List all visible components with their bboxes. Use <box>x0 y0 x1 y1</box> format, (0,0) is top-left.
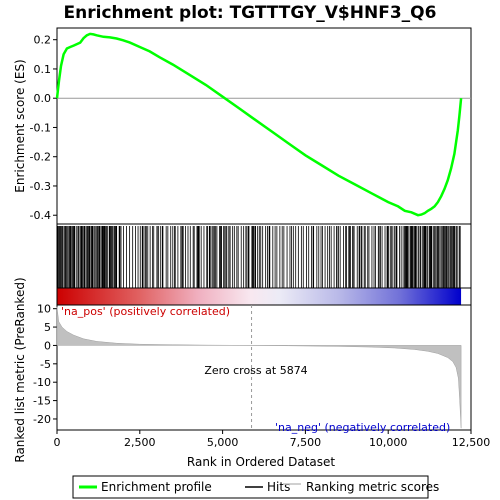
positive-label: 'na_pos' (positively correlated) <box>61 305 230 318</box>
x-axis: 0 2,500 5,000 7,500 10,000 12,500 <box>54 430 491 449</box>
ranking-metric-area <box>56 306 462 429</box>
legend-enrichment-label: Enrichment profile <box>101 480 212 494</box>
es-y-tick-label: -0.4 <box>30 209 51 222</box>
metric-y-axis: 10 5 0 -5 -10 -15 -20 <box>33 303 57 426</box>
x-tick-label: 0 <box>54 436 61 449</box>
es-y-tick-label: 0.0 <box>34 92 52 105</box>
metric-y-tick-label: -10 <box>33 376 51 389</box>
x-tick-label: 7,500 <box>290 436 322 449</box>
es-y-tick-label: 0.2 <box>34 34 52 47</box>
x-tick-label: 12,500 <box>452 436 491 449</box>
es-y-tick-label: 0.1 <box>34 63 52 76</box>
metric-y-tick-label: -15 <box>33 395 51 408</box>
x-tick-label: 5,000 <box>207 436 239 449</box>
metric-panel <box>56 304 472 431</box>
es-y-tick-label: -0.3 <box>30 180 51 193</box>
es-y-tick-label: -0.2 <box>30 151 51 164</box>
negative-label: 'na_neg' (negatively correlated) <box>275 421 450 434</box>
ranking-color-bar <box>57 288 462 305</box>
enrichment-profile-line <box>55 32 463 217</box>
es-y-axis: 0.2 0.1 0.0 -0.1 -0.2 -0.3 -0.4 <box>30 34 57 222</box>
metric-y-tick-label: -20 <box>33 413 51 426</box>
es-y-axis-label: Enrichment score (ES) <box>13 59 27 192</box>
metric-y-axis-label: Ranked list metric (PreRanked) <box>13 277 27 462</box>
es-y-tick-label: -0.1 <box>30 121 51 134</box>
legend-metric-label: Ranking metric scores <box>306 480 439 494</box>
metric-y-tick-label: 0 <box>44 339 51 352</box>
hits-marks <box>57 226 461 288</box>
metric-y-tick-label: -5 <box>40 358 51 371</box>
x-axis-label: Rank in Ordered Dataset <box>187 455 335 469</box>
metric-y-tick-label: 5 <box>44 321 51 334</box>
x-tick-label: 2,500 <box>124 436 156 449</box>
zero-cross-label: Zero cross at 5874 <box>204 364 307 377</box>
chart-title: Enrichment plot: TGTTTGY_V$HNF3_Q6 <box>64 3 437 23</box>
legend-hits-label: Hits <box>267 480 290 494</box>
x-tick-label: 10,000 <box>369 436 408 449</box>
metric-y-tick-label: 10 <box>37 303 51 316</box>
